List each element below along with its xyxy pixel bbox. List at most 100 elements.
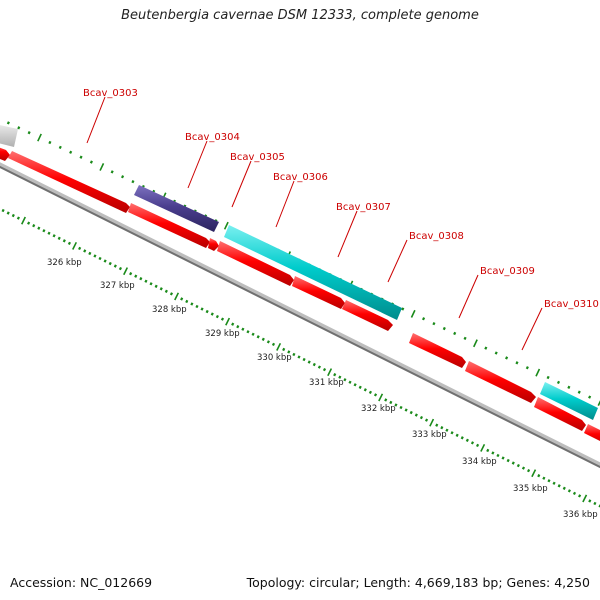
tick-mark — [475, 443, 480, 448]
tick-mark — [149, 282, 153, 286]
tick-mark — [292, 352, 296, 357]
gene-label[interactable]: Bcav_0309 — [480, 266, 535, 277]
tick-mark — [16, 216, 20, 220]
tick-mark — [588, 395, 592, 399]
tick-mark — [164, 289, 168, 293]
tick-mark — [83, 249, 87, 253]
tick-mark — [131, 180, 135, 184]
kbp-label: 332 kbp — [361, 404, 396, 414]
gene-red-4[interactable] — [208, 238, 219, 251]
backbone — [0, 162, 600, 469]
gene-label[interactable]: Bcav_0303 — [83, 88, 138, 99]
tick-mark — [511, 461, 515, 465]
gene-red-8[interactable] — [409, 333, 466, 368]
tick-mark — [99, 163, 105, 171]
tick-mark — [220, 317, 225, 321]
tick-mark — [11, 213, 15, 218]
gene-label[interactable]: Bcav_0307 — [336, 202, 391, 213]
tick-mark — [129, 272, 133, 276]
tick-mark — [42, 229, 46, 233]
gene-label-group: Bcav_0308 — [387, 231, 464, 283]
gene-label[interactable]: Bcav_0306 — [273, 172, 328, 183]
tick-mark — [440, 426, 444, 430]
tick-mark — [88, 251, 92, 256]
tick-mark — [450, 431, 454, 435]
tick-mark — [57, 236, 61, 240]
tick-mark — [144, 279, 148, 283]
tick-mark — [317, 365, 321, 369]
kbp-label: 334 kbp — [462, 457, 497, 467]
tick-mark — [572, 491, 577, 496]
tick-mark — [404, 408, 408, 412]
tick-mark — [473, 339, 478, 348]
tick-mark — [261, 337, 265, 341]
kbp-label: 326 kbp — [47, 258, 82, 268]
kbp-label: 336 kbp — [563, 510, 598, 520]
gene-red-3[interactable] — [128, 203, 210, 248]
gene-red-9[interactable] — [465, 361, 536, 403]
tick-mark — [169, 292, 174, 296]
tick-mark — [429, 418, 435, 427]
tick-mark — [537, 474, 541, 478]
gene-label-layer: Bcav_0303 Bcav_0304 Bcav_0305 Bcav_0306 … — [83, 88, 599, 351]
kbp-label: 328 kbp — [152, 305, 187, 315]
gene-label-group: Bcav_0309 — [458, 266, 535, 319]
gene-red-2[interactable] — [8, 151, 130, 213]
tick-mark — [223, 221, 229, 230]
tick-mark — [276, 342, 282, 351]
tick-mark — [307, 360, 311, 364]
tick-mark — [256, 335, 260, 339]
tick-mark — [89, 160, 93, 164]
kbp-label: 335 kbp — [513, 484, 548, 494]
gene-cyan-1[interactable] — [224, 225, 402, 320]
tick-mark — [103, 259, 107, 263]
gene-red-6[interactable] — [292, 276, 345, 309]
tick-mark — [79, 155, 83, 159]
gene-purple[interactable] — [134, 185, 219, 232]
tick-mark — [525, 366, 529, 370]
tick-mark — [546, 375, 550, 380]
tick-mark — [333, 373, 337, 377]
tick-mark — [27, 131, 31, 135]
gene-label-group: Bcav_0304 — [185, 132, 240, 189]
gene-label-group: Bcav_0306 — [273, 172, 328, 228]
gene-label-group: Bcav_0310 — [521, 299, 599, 351]
tick-mark — [409, 410, 413, 415]
tick-mark — [282, 347, 286, 352]
gene-red-5[interactable] — [217, 241, 294, 286]
tick-mark — [266, 340, 270, 344]
tick-mark — [225, 317, 231, 326]
gene-cyan-2[interactable] — [540, 382, 598, 420]
tick-mark — [58, 145, 62, 150]
tick-mark — [542, 476, 546, 480]
kbp-label: 327 kbp — [100, 281, 135, 291]
tick-mark — [241, 327, 245, 331]
tick-mark — [348, 380, 352, 384]
tick-mark — [552, 481, 556, 485]
tick-mark — [52, 234, 56, 238]
tick-mark — [521, 466, 526, 470]
tick-mark — [547, 479, 551, 483]
lower-tick-track — [1, 208, 600, 508]
tick-mark — [154, 284, 158, 288]
tick-mark — [358, 385, 362, 389]
tick-mark — [363, 388, 367, 392]
map-title: Beutenbergia cavernae DSM 12333, complet… — [121, 8, 479, 23]
gene-red-1[interactable] — [0, 144, 10, 161]
gene-red-10[interactable] — [534, 397, 586, 431]
gene-label[interactable]: Bcav_0304 — [185, 132, 240, 143]
gene-label[interactable]: Bcav_0305 — [230, 152, 285, 163]
tick-mark — [527, 468, 531, 473]
tick-mark — [287, 350, 291, 354]
gene-label[interactable]: Bcav_0308 — [409, 231, 464, 242]
gene-red-11[interactable] — [584, 424, 600, 446]
tick-mark — [134, 274, 138, 278]
gene-grey[interactable] — [0, 123, 18, 147]
gene-red-7[interactable] — [342, 300, 393, 331]
tick-mark — [174, 292, 180, 301]
kbp-label: 333 kbp — [412, 430, 447, 440]
tick-mark — [17, 126, 21, 130]
gene-label[interactable]: Bcav_0310 — [544, 299, 599, 310]
tick-mark — [159, 287, 163, 291]
tick-mark — [190, 302, 194, 306]
